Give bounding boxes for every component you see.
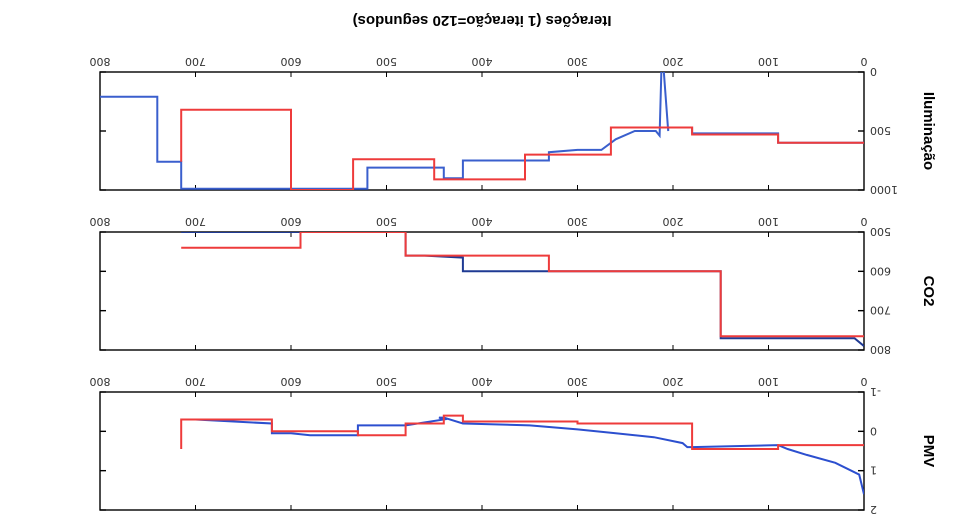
series-line-1 bbox=[181, 232, 864, 338]
y-tick-label: 0 bbox=[870, 424, 877, 437]
series-group bbox=[180, 414, 864, 495]
x-tick-label: 100 bbox=[758, 375, 779, 388]
x-tick-label: 0 bbox=[861, 215, 868, 228]
x-tick-label: 500 bbox=[376, 375, 397, 388]
x-tick-label: 700 bbox=[185, 215, 206, 228]
x-tick-label: 400 bbox=[472, 375, 493, 388]
y-tick-label: 800 bbox=[870, 343, 891, 356]
series-line-1 bbox=[180, 414, 864, 450]
series-group bbox=[100, 72, 864, 190]
x-tick-label: 200 bbox=[663, 55, 684, 68]
x-tick-label: 200 bbox=[663, 375, 684, 388]
rotated-figure-group: 010020030040050060070080005001000Ilumina… bbox=[90, 12, 938, 516]
y-tick-label: 500 bbox=[870, 225, 891, 238]
x-tick-label: 600 bbox=[281, 215, 302, 228]
x-tick-label: 300 bbox=[567, 215, 588, 228]
x-tick-label: 200 bbox=[663, 215, 684, 228]
y-tick-label: 500 bbox=[870, 124, 891, 137]
x-tick-label: 700 bbox=[185, 55, 206, 68]
x-tick-label: 0 bbox=[861, 55, 868, 68]
panels: 010020030040050060070080005001000Ilumina… bbox=[90, 55, 938, 516]
x-tick-label: 600 bbox=[281, 375, 302, 388]
y-tick-label: 700 bbox=[870, 304, 891, 317]
plot-frame bbox=[99, 71, 865, 191]
x-tick-label: 500 bbox=[376, 215, 397, 228]
x-tick-label: 300 bbox=[567, 375, 588, 388]
y-tick-label: 1 bbox=[870, 464, 877, 477]
x-tick-label: 100 bbox=[758, 55, 779, 68]
figure-title: Iterações (1 iteração=120 segundos) bbox=[353, 12, 612, 29]
x-tick-label: 100 bbox=[758, 215, 779, 228]
x-tick-label: 600 bbox=[281, 55, 302, 68]
x-tick-label: 800 bbox=[90, 55, 111, 68]
x-tick-label: 400 bbox=[472, 55, 493, 68]
x-tick-label: 800 bbox=[90, 375, 111, 388]
series-line-0 bbox=[181, 416, 864, 495]
x-tick-label: 700 bbox=[185, 375, 206, 388]
y-axis-label: Iluminação bbox=[920, 92, 937, 170]
plot-frame bbox=[99, 391, 865, 511]
x-tick-label: 400 bbox=[472, 215, 493, 228]
y-tick-label: 1000 bbox=[870, 183, 898, 196]
x-tick-label: 300 bbox=[567, 55, 588, 68]
y-axis-label: CO2 bbox=[920, 276, 937, 307]
series-line-0 bbox=[181, 232, 864, 347]
y-tick-label: 2 bbox=[870, 503, 877, 516]
y-tick-label: -1 bbox=[870, 385, 881, 398]
panel-1: 0 100 200 300 400 500 600 700 800 500 600 700 800 CO2 bbox=[90, 215, 938, 356]
x-tick-label: 500 bbox=[376, 55, 397, 68]
y-axis-label: PMV bbox=[920, 435, 937, 468]
x-tick-label: 0 bbox=[861, 375, 868, 388]
series-line-0 bbox=[100, 72, 864, 190]
y-tick-label: 600 bbox=[870, 264, 891, 277]
panel-0: 0 100 200 300 400 500 600 700 800 0 500 1000 Ilumina… bbox=[90, 55, 938, 196]
plot-frame bbox=[99, 231, 865, 351]
series-group bbox=[181, 232, 864, 347]
series-line-1 bbox=[180, 108, 864, 190]
x-tick-label: 800 bbox=[90, 215, 111, 228]
y-tick-label: 0 bbox=[870, 65, 877, 78]
